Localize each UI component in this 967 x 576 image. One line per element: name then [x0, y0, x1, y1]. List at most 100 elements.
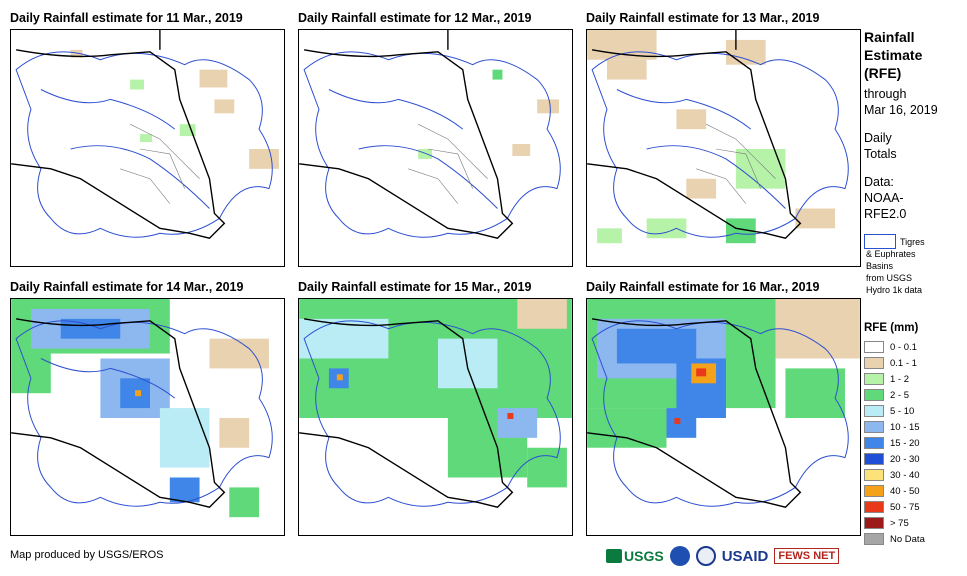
rain-patches — [418, 69, 559, 159]
daily-line: Daily — [864, 131, 892, 145]
basin-outline — [15, 320, 273, 507]
basin-legend: Tigres & Euphrates Basins from USGS Hydr… — [866, 236, 966, 296]
basin-line: Basins — [866, 261, 894, 271]
legend-item: 1 - 2 — [864, 371, 925, 387]
legend-swatch — [864, 501, 884, 513]
through-date: through Mar 16, 2019 — [864, 86, 938, 118]
legend-swatch — [864, 517, 884, 529]
map-panel-11-mar — [10, 29, 285, 267]
legend-label: 0 - 0.1 — [890, 341, 917, 353]
legend-swatch — [864, 533, 884, 545]
basin-swatch — [864, 234, 896, 249]
daily-line: Totals — [864, 147, 897, 161]
daily-totals: Daily Totals — [864, 130, 897, 162]
legend-swatch — [864, 341, 884, 353]
basin-outline — [591, 51, 849, 238]
usaid-seal-icon — [695, 546, 716, 566]
legend-label: 10 - 15 — [890, 421, 920, 433]
basin-outline — [303, 51, 561, 238]
basin-line: Tigres — [900, 237, 925, 247]
map-svg — [11, 299, 273, 518]
map-panel-13-mar — [586, 29, 861, 267]
data-source: Data: NOAA- RFE2.0 — [864, 174, 906, 222]
legend-title: RFE (mm) — [864, 322, 919, 334]
admin-lines — [696, 123, 776, 204]
country-border — [587, 30, 802, 240]
basin-line: & Euphrates — [866, 249, 916, 259]
map-svg — [587, 30, 849, 244]
legend-label: 40 - 50 — [890, 485, 920, 497]
legend-label: 30 - 40 — [890, 469, 920, 481]
legend-swatch — [864, 437, 884, 449]
panel-title-3: Daily Rainfall estimate for 13 Mar., 201… — [586, 11, 820, 25]
legend-label: 2 - 5 — [890, 389, 910, 401]
rfe-title-line: Rainfall — [864, 29, 915, 45]
country-border — [11, 318, 226, 509]
panel-title-4: Daily Rainfall estimate for 14 Mar., 201… — [10, 280, 244, 294]
panel-title-6: Daily Rainfall estimate for 16 Mar., 201… — [586, 280, 820, 294]
legend-swatch — [864, 421, 884, 433]
legend-item: 10 - 15 — [864, 419, 925, 435]
rfe-title-line: (RFE) — [864, 65, 902, 81]
legend-item: 2 - 5 — [864, 387, 925, 403]
usaid-logo: USAID — [721, 547, 769, 565]
legend-item: 30 - 40 — [864, 467, 925, 483]
country-border — [587, 318, 802, 509]
logos: USGS USAID FEWS NET — [606, 543, 840, 569]
rfe-title: Rainfall Estimate (RFE) — [864, 28, 922, 82]
admin-lines — [120, 123, 200, 204]
legend-swatch — [864, 373, 884, 385]
legend-item: 40 - 50 — [864, 483, 925, 499]
basin-line: from USGS — [866, 273, 913, 283]
map-panel-14-mar — [10, 298, 285, 536]
legend-item: > 75 — [864, 515, 925, 531]
country-border — [299, 318, 514, 509]
basin-outline — [303, 320, 561, 507]
legend-swatch — [864, 405, 884, 417]
basin-outline — [591, 320, 849, 507]
legend-label: No Data — [890, 533, 925, 545]
map-svg — [11, 30, 279, 240]
legend-swatch — [864, 485, 884, 497]
through-line: through — [864, 87, 907, 101]
map-panel-15-mar — [298, 298, 573, 536]
legend-item: 5 - 10 — [864, 403, 925, 419]
legend-label: 50 - 75 — [890, 501, 920, 513]
legend-item: 0 - 0.1 — [864, 339, 925, 355]
rain-patches — [299, 299, 572, 488]
legend-item: 0.1 - 1 — [864, 355, 925, 371]
legend-label: > 75 — [890, 517, 909, 529]
country-border — [11, 30, 226, 240]
rain-patches — [587, 30, 836, 244]
panel-title-1: Daily Rainfall estimate for 11 Mar., 201… — [10, 11, 243, 25]
usgs-wave-icon — [606, 549, 622, 563]
map-panel-12-mar — [298, 29, 573, 267]
map-credit: Map produced by USGS/EROS — [10, 549, 164, 561]
legend-swatch — [864, 389, 884, 401]
legend-label: 1 - 2 — [890, 373, 910, 385]
rain-patches — [70, 49, 279, 169]
panel-title-5: Daily Rainfall estimate for 15 Mar., 201… — [298, 280, 532, 294]
data-line: NOAA- — [864, 191, 904, 205]
legend-swatch — [864, 469, 884, 481]
map-svg — [299, 30, 561, 240]
noaa-logo-icon — [669, 546, 690, 566]
country-border — [299, 30, 514, 240]
legend-item: No Data — [864, 531, 925, 547]
legend-label: 5 - 10 — [890, 405, 915, 417]
admin-lines — [408, 123, 488, 204]
fews-net-logo: FEWS NET — [774, 548, 840, 564]
through-line: Mar 16, 2019 — [864, 103, 938, 117]
rfe-title-line: Estimate — [864, 47, 923, 63]
legend-label: 20 - 30 — [890, 453, 920, 465]
rfe-legend: 0 - 0.1 0.1 - 1 1 - 2 2 - 5 5 - 10 10 - 15 15 … — [864, 339, 925, 547]
legend-swatch — [864, 453, 884, 465]
rain-patches — [587, 299, 860, 448]
legend-item: 50 - 75 — [864, 499, 925, 515]
data-line: Data: — [864, 175, 894, 189]
rain-patches — [11, 299, 269, 518]
basin-line: Hydro 1k data — [866, 285, 923, 295]
legend-label: 0.1 - 1 — [890, 357, 917, 369]
legend-swatch — [864, 357, 884, 369]
map-svg — [587, 299, 860, 509]
